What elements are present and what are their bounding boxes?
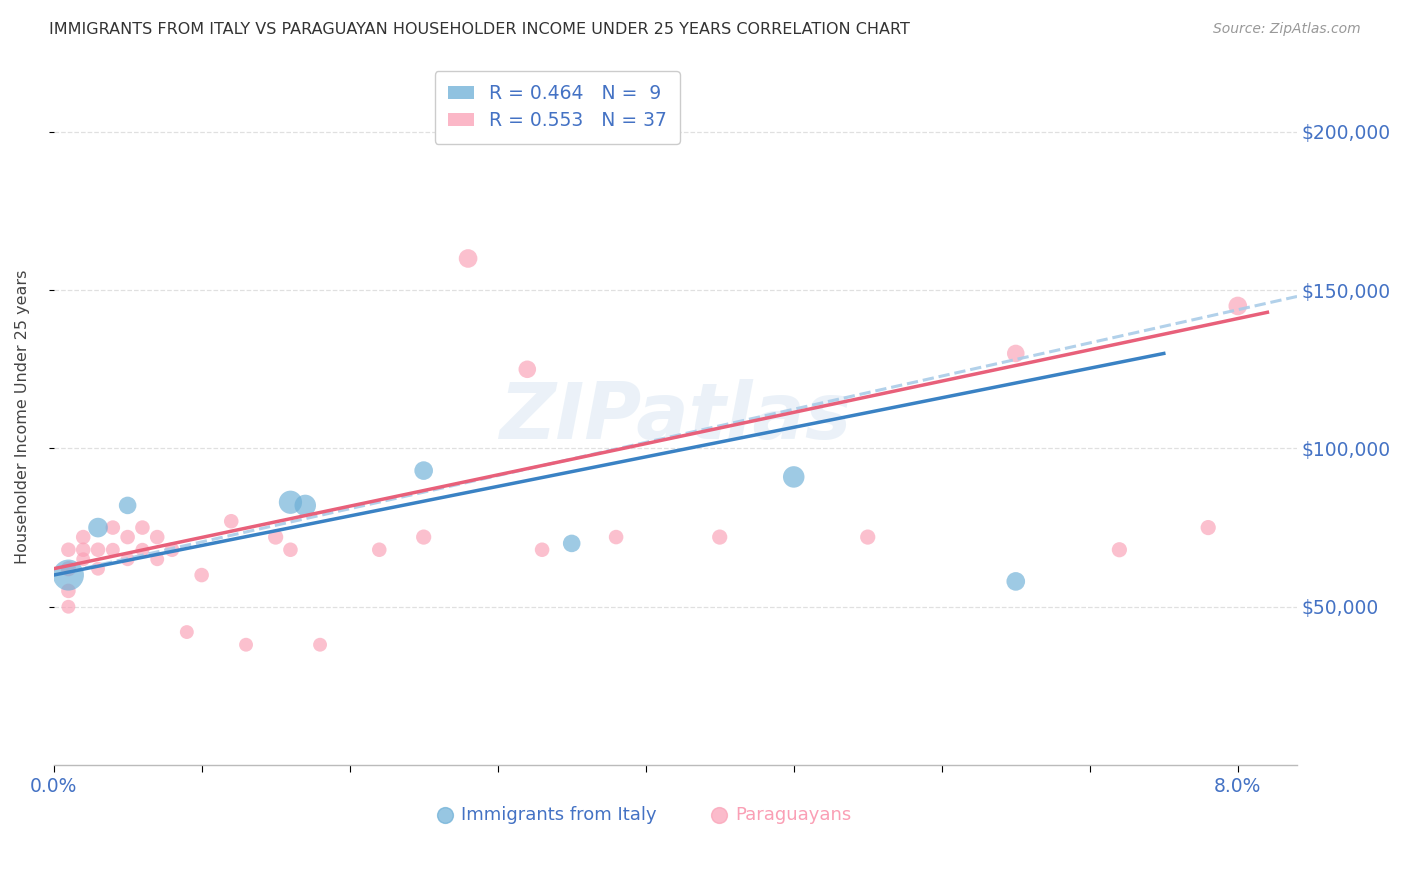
Point [412,530,434,544]
Point [1197,520,1219,534]
Point [1108,542,1130,557]
Point [101,520,124,534]
Point [235,638,257,652]
Point [561,536,583,550]
Point [87,562,110,576]
Point [190,568,212,582]
Y-axis label: Householder Income Under 25 years: Householder Income Under 25 years [15,269,30,564]
Point [219,514,242,528]
Point [1004,346,1026,360]
Point [368,542,391,557]
Point [58,599,80,614]
Legend: R = 0.464   N =  9, R = 0.553   N = 37: R = 0.464 N = 9, R = 0.553 N = 37 [434,71,681,144]
Point [117,530,139,544]
Point [294,499,316,513]
Point [280,495,302,509]
Point [101,542,124,557]
Text: Paraguayans: Paraguayans [735,806,851,824]
Point [605,530,627,544]
Point [58,562,80,576]
Point [131,542,153,557]
Text: Source: ZipAtlas.com: Source: ZipAtlas.com [1213,22,1361,37]
Point [117,552,139,566]
Point [516,362,538,376]
Point [1226,299,1249,313]
Text: IMMIGRANTS FROM ITALY VS PARAGUAYAN HOUSEHOLDER INCOME UNDER 25 YEARS CORRELATIO: IMMIGRANTS FROM ITALY VS PARAGUAYAN HOUS… [49,22,910,37]
Point [87,542,110,557]
Point [264,530,287,544]
Point [709,530,731,544]
Point [117,499,139,513]
Point [58,583,80,598]
Point [412,464,434,478]
Point [146,530,169,544]
Point [856,530,879,544]
Point [1004,574,1026,589]
Point [176,625,198,640]
Point [72,552,94,566]
Point [146,552,169,566]
Point [457,252,479,266]
Point [72,530,94,544]
Point [72,542,94,557]
Point [531,542,554,557]
Point [87,520,110,534]
Point [280,542,302,557]
Text: Immigrants from Italy: Immigrants from Italy [461,806,657,824]
Point [58,542,80,557]
Point [131,520,153,534]
Point [160,542,183,557]
Point [783,470,806,484]
Point [309,638,332,652]
Point [58,568,80,582]
Text: ZIPatlas: ZIPatlas [499,379,852,455]
